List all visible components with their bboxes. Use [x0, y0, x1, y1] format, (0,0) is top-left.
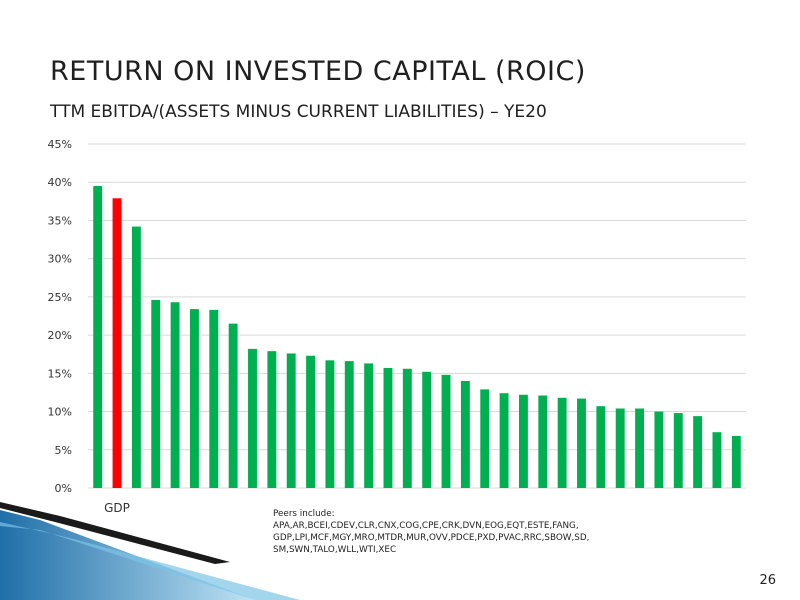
bar: [557, 397, 567, 488]
bar: [518, 394, 528, 488]
y-tick-label: 40%: [48, 176, 72, 189]
y-tick-label: 20%: [48, 329, 72, 342]
peers-note: Peers include: APA,AR,BCEI,CDEV,CLR,CNX,…: [273, 508, 589, 556]
grid-lines: [88, 143, 746, 489]
bar: [712, 432, 722, 488]
bar: [364, 363, 374, 488]
y-tick-label: 0%: [55, 482, 72, 495]
y-axis-ticks: 0% 5% 10% 15% 20% 25% 30% 35% 40% 45%: [48, 138, 72, 495]
peers-line-3: SM,SWN,TALO,WLL,WTI,XEC: [273, 545, 397, 555]
bar: [93, 186, 103, 489]
peers-line-2: GDP,LPI,MCF,MGY,MRO,MTDR,MUR,OVV,PDCE,PX…: [273, 533, 590, 543]
y-tick-label: 15%: [48, 367, 72, 380]
bar: [460, 380, 470, 488]
bar: [209, 309, 219, 488]
page-number: 26: [759, 573, 776, 588]
bar: [577, 398, 586, 488]
bar: [228, 323, 238, 488]
bar: [286, 353, 296, 488]
bar: [635, 408, 645, 488]
bar: [344, 361, 354, 488]
x-axis-labels: GDP: [104, 501, 130, 515]
bar: [170, 302, 180, 488]
bar: [306, 355, 316, 488]
bar: [596, 406, 606, 488]
bar: [731, 436, 741, 488]
bar: [267, 351, 277, 488]
bar: [422, 371, 432, 488]
bar: [673, 413, 683, 488]
bar: [248, 348, 257, 488]
bar: [402, 368, 412, 488]
x-category-label: GDP: [104, 501, 130, 515]
bar-highlight: [112, 198, 122, 488]
peers-heading: Peers include:: [273, 509, 335, 519]
bar: [151, 299, 161, 488]
bar: [383, 367, 393, 488]
decorative-swoosh: [0, 502, 300, 600]
bar: [189, 309, 199, 488]
bar: [441, 374, 451, 488]
slide-title: RETURN ON INVESTED CAPITAL (ROIC): [50, 56, 586, 87]
y-tick-label: 35%: [48, 214, 72, 227]
y-tick-label: 25%: [48, 291, 72, 304]
y-tick-label: 10%: [48, 406, 72, 419]
bar: [538, 395, 548, 488]
bar: [131, 226, 141, 488]
y-tick-label: 45%: [48, 138, 72, 151]
slide-subtitle: TTM EBITDA/(ASSETS MINUS CURRENT LIABILI…: [50, 102, 547, 122]
y-tick-label: 5%: [55, 444, 72, 457]
bar: [499, 393, 509, 488]
bars: [93, 186, 741, 489]
bar: [693, 416, 703, 488]
bar: [654, 411, 664, 488]
peers-line-1: APA,AR,BCEI,CDEV,CLR,CNX,COG,CPE,CRK,DVN…: [273, 521, 579, 531]
bar: [615, 408, 625, 488]
y-tick-label: 30%: [48, 253, 72, 266]
bar: [325, 360, 335, 488]
bar: [480, 389, 490, 488]
